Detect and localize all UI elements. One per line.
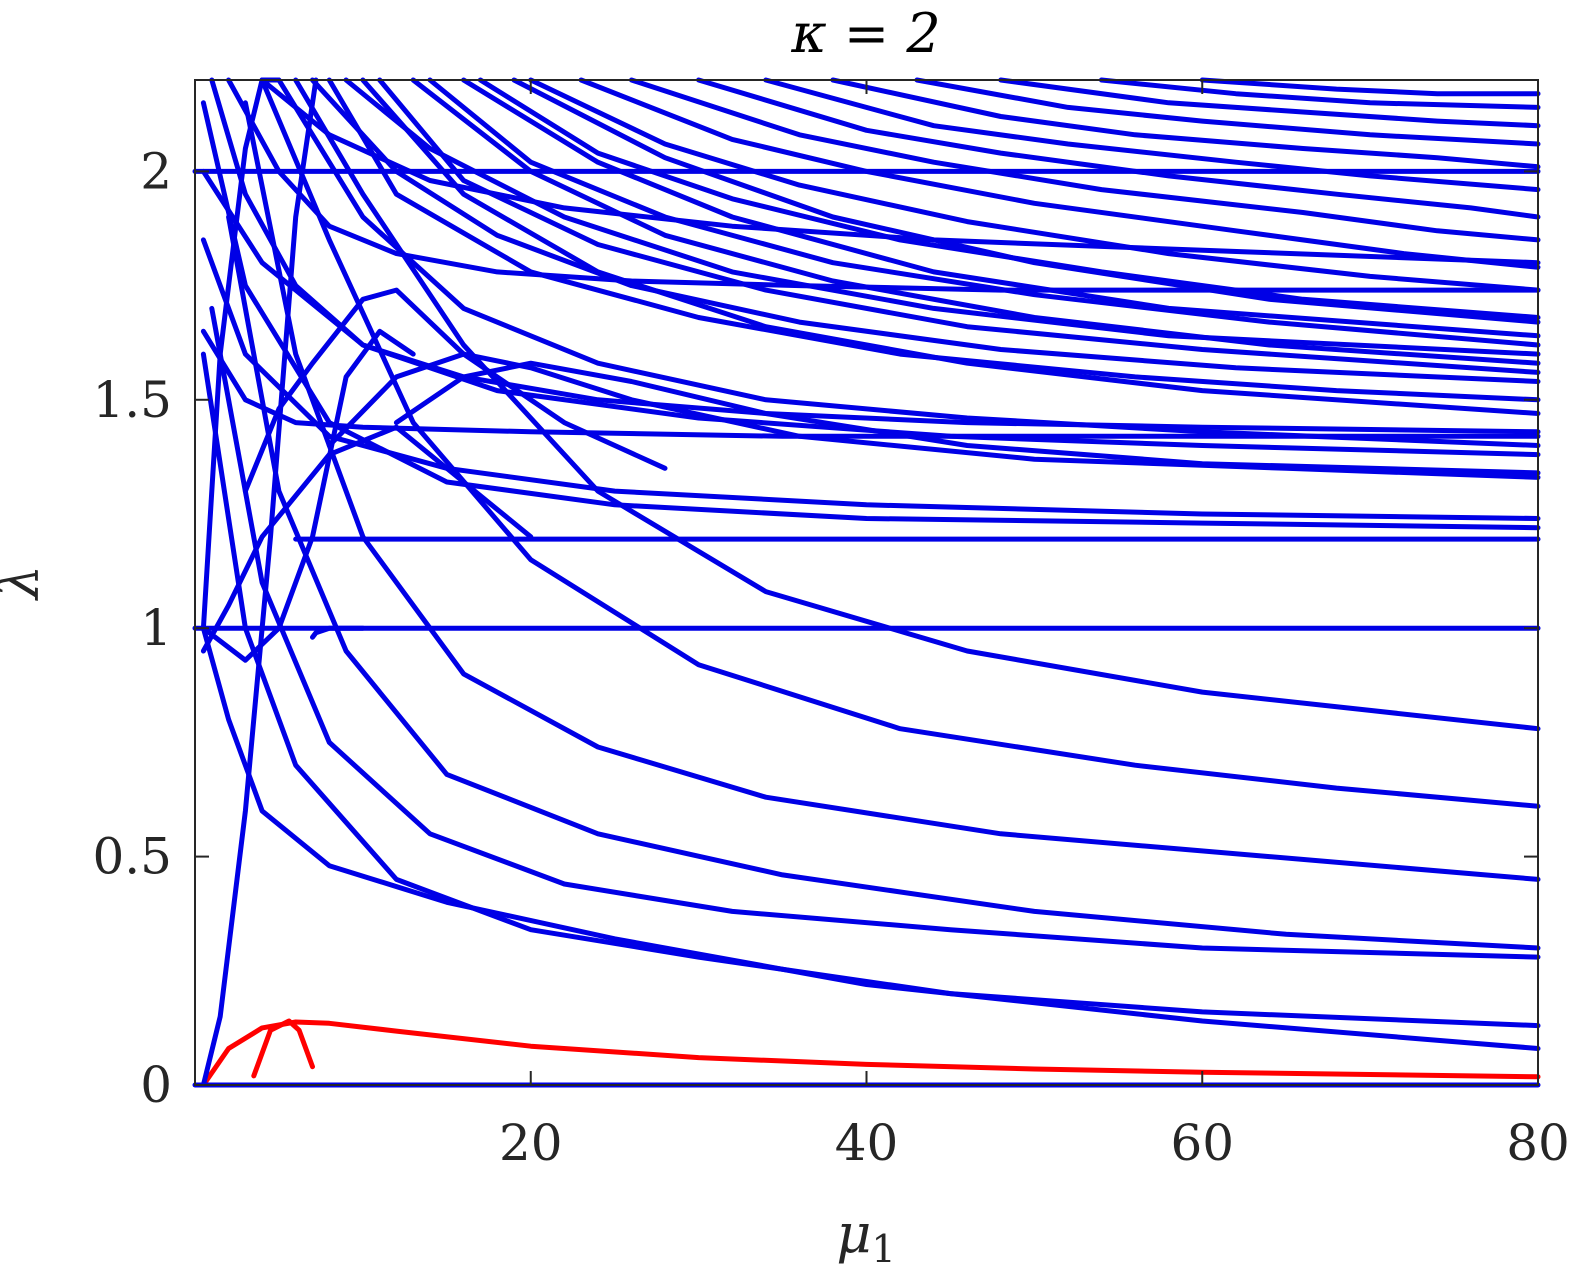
stable-curve-18 — [200, 100, 1541, 531]
stable-curve-23 — [427, 77, 1541, 348]
stable-curve-33 — [1099, 77, 1541, 110]
y-tick-label: 0 — [140, 1056, 172, 1114]
tick-labels: 20 40 60 80 0 0.5 1 1.5 2 — [92, 142, 1569, 1172]
stable-curve-5 — [200, 351, 1541, 1029]
x-tick-label: 80 — [1506, 1114, 1570, 1172]
stable-curve-34 — [1199, 77, 1541, 97]
stable-curve-9 — [259, 77, 1541, 809]
stable-curve-38 — [310, 77, 1541, 384]
stable-curve-46 — [310, 625, 366, 640]
stable-curve-6 — [209, 305, 1541, 960]
stable-curve-43 — [360, 77, 1541, 416]
stable-curve-16 — [200, 328, 1541, 439]
stable-curve-27 — [629, 77, 1541, 243]
stable-curve-20 — [276, 77, 1541, 448]
x-tick-label: 20 — [499, 1114, 563, 1172]
x-tick-label: 40 — [835, 1114, 899, 1172]
stable-curve-15 — [393, 360, 1541, 476]
stable-curve-28 — [696, 77, 1541, 220]
y-tick-label: 2 — [140, 142, 172, 200]
x-tick-label: 60 — [1170, 1114, 1234, 1172]
stable-curve-13 — [242, 287, 668, 494]
stable-curve-17 — [200, 237, 1541, 521]
stable-curve-37 — [209, 77, 1541, 435]
plot-area — [192, 77, 1541, 1088]
stable-curve-36 — [259, 77, 1541, 266]
stable-curve-4 — [200, 625, 1541, 1051]
stable-curve-35 — [226, 77, 1541, 293]
stable-curve-39 — [343, 77, 1541, 357]
stable-curve-41 — [461, 77, 1541, 339]
stable-curve-8 — [242, 100, 1541, 882]
stable-curve-25 — [528, 77, 1541, 293]
stable-curve-21 — [326, 77, 1541, 403]
stable-curve-42 — [511, 77, 1541, 325]
ticks — [195, 80, 1539, 1086]
stable-curve-22 — [377, 77, 1541, 375]
y-tick-label: 1 — [140, 599, 172, 657]
stable-curve-19 — [200, 168, 1541, 458]
y-tick-label: 1.5 — [92, 371, 172, 429]
stable-curve-40 — [410, 77, 1541, 366]
stable-curve-45 — [200, 77, 319, 1088]
stable-curve-32 — [998, 77, 1541, 129]
x-axis-label: μ1 — [836, 1202, 895, 1271]
unstable-curve-1 — [251, 1018, 315, 1079]
chart-title: κ = 2 — [790, 2, 940, 65]
x-axis-label-sub: 1 — [871, 1227, 895, 1271]
stable-curve-29 — [763, 77, 1541, 193]
stable-curve-30 — [830, 77, 1541, 170]
stable-curve-26 — [578, 77, 1541, 270]
stable-curve-7 — [226, 214, 1541, 951]
y-tick-label: 0.5 — [92, 828, 172, 886]
stable-curve-12 — [200, 328, 416, 663]
y-axis-label: λ — [0, 565, 51, 601]
x-axis-label-main: μ — [836, 1202, 871, 1265]
stable-curve-31 — [914, 77, 1541, 147]
